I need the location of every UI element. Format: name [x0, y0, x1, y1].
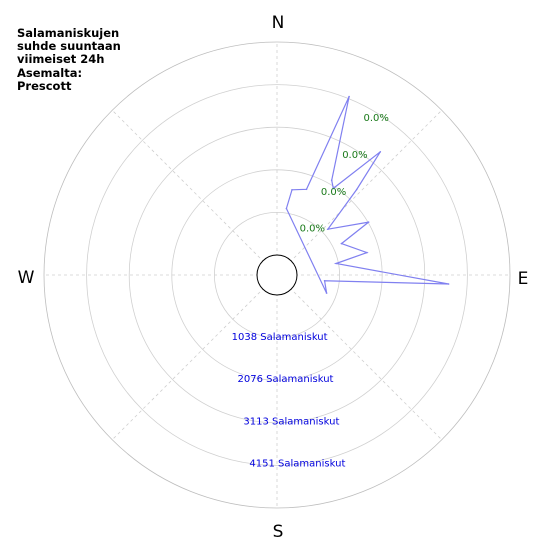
data-point	[285, 207, 288, 210]
data-point	[447, 283, 450, 285]
center-circle	[256, 254, 298, 296]
data-point	[367, 221, 370, 223]
data-point	[366, 251, 368, 254]
data-point	[323, 280, 326, 282]
polar-grid	[43, 41, 511, 509]
direction-label-s: S	[273, 522, 284, 542]
radial-count-label: 3113 Salamaniskut	[243, 416, 339, 427]
data-point	[305, 188, 308, 191]
grid-circle	[171, 169, 383, 381]
data-point	[327, 228, 329, 230]
label-layer: N E S W 0.0% 0.0% 0.0% 0.0% 1038 Salamaniskut 207…	[18, 13, 529, 542]
data-point	[348, 95, 350, 98]
radial-count-label: 1038 Salamaniskut	[232, 332, 328, 343]
grid-circle	[128, 126, 426, 424]
chart-title: Salamaniskujen suhde suuntaan viimeiset …	[17, 26, 121, 93]
radial-percent-label: 0.0%	[363, 113, 388, 124]
radial-count-label: 4151 Salamaniskut	[249, 459, 345, 470]
direction-label-n: N	[272, 13, 285, 33]
data-point	[332, 187, 335, 190]
radial-percent-label: 0.0%	[300, 224, 325, 235]
radial-count-label: 2076 Salamaniskut	[238, 374, 334, 385]
direction-label-e: E	[518, 269, 529, 289]
grid-circle	[43, 41, 511, 509]
grid-spoke	[111, 274, 278, 441]
data-point	[340, 242, 343, 245]
data-point	[335, 262, 337, 265]
radial-percent-label: 0.0%	[321, 187, 346, 198]
data-point	[379, 151, 382, 153]
data-point	[355, 188, 358, 191]
direction-label-w: W	[18, 268, 35, 288]
data-point	[291, 189, 293, 191]
grid-circle	[86, 84, 468, 466]
radial-percent-label: 0.0%	[342, 150, 367, 161]
grid-spoke	[111, 109, 278, 276]
data-point	[330, 179, 333, 181]
data-point	[325, 292, 328, 294]
grid-spoke	[276, 274, 443, 441]
series-layer	[256, 95, 450, 296]
